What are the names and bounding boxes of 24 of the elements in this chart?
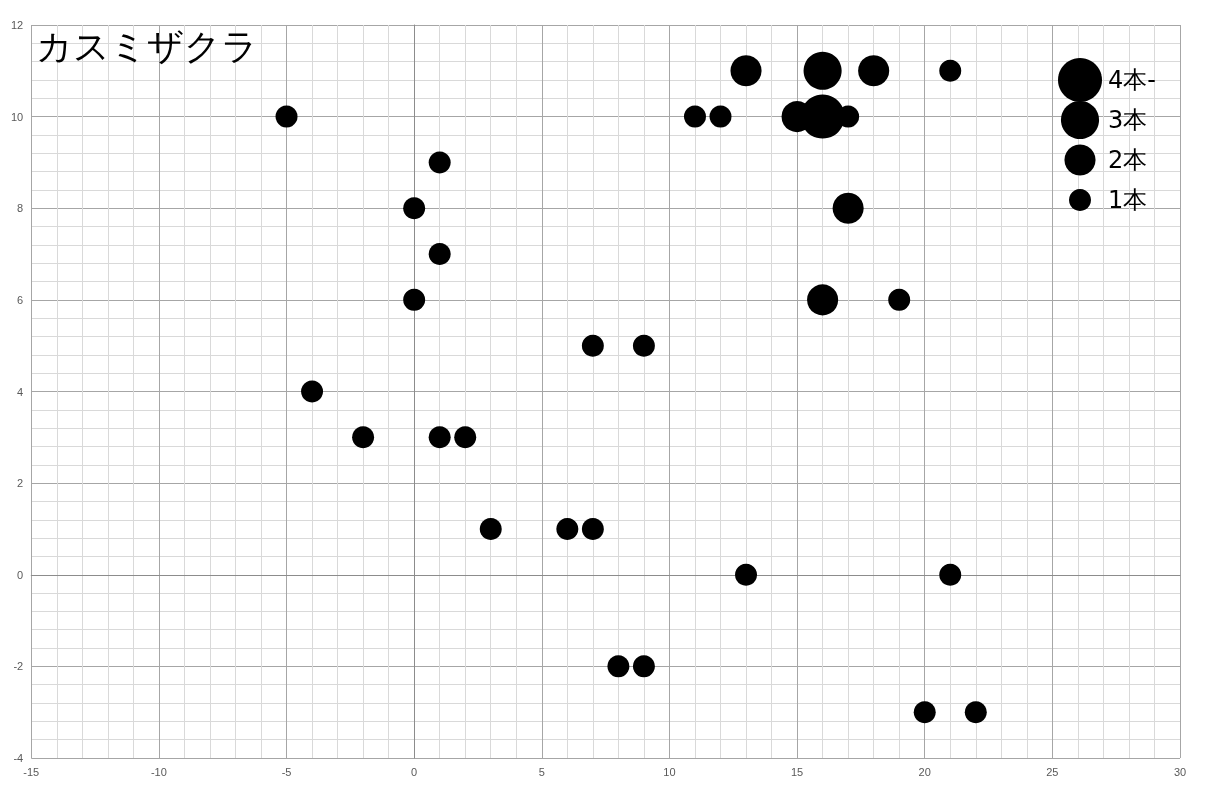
x-tick-label: 10: [663, 765, 676, 778]
legend-label: 4本-: [1108, 66, 1156, 94]
legend-label: 1本: [1108, 186, 1148, 214]
y-tick-label: 12: [10, 19, 24, 31]
y-tick-label: 0: [17, 568, 24, 581]
x-tick-label: -5: [281, 765, 292, 778]
legend-label: 3本: [1108, 106, 1148, 134]
x-tick-label: 15: [790, 765, 804, 778]
y-tick-label: 8: [17, 202, 24, 215]
x-tick-label: 0: [411, 765, 418, 778]
x-tick-label: -10: [150, 765, 167, 778]
x-tick-label: 5: [538, 765, 545, 778]
y-tick-label: 2: [17, 477, 24, 490]
y-tick-label: -4: [13, 752, 24, 764]
y-tick-label: 10: [10, 110, 24, 123]
x-tick-label: 25: [1046, 765, 1059, 778]
x-tick-label: 30: [1173, 765, 1187, 778]
legend-label: 2本: [1108, 146, 1148, 174]
x-tick-label: -15: [23, 765, 40, 778]
chart-title: カスミザクラ: [36, 25, 258, 67]
y-tick-label: -2: [13, 660, 24, 673]
y-tick-label: 4: [17, 385, 24, 398]
y-tick-label: 6: [17, 293, 24, 306]
x-tick-label: 20: [918, 765, 931, 778]
